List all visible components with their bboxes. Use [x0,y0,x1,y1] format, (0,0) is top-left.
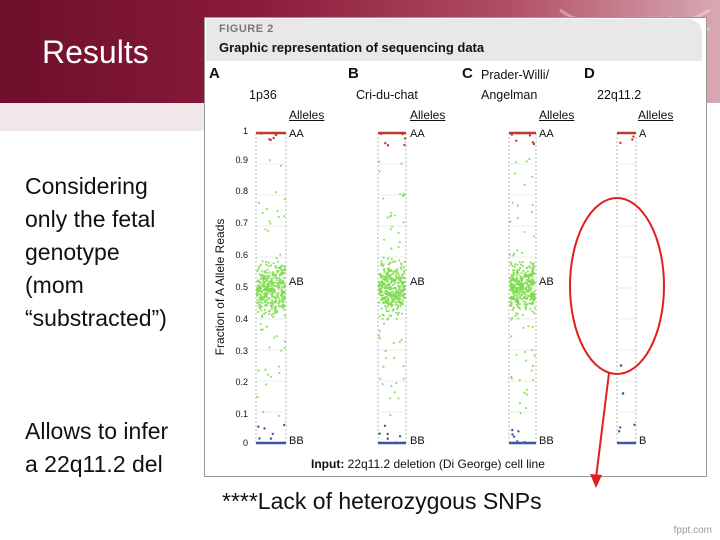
allele-label-b-d: B [639,435,647,447]
allele-label-aa-a: AA [289,128,304,140]
alleles-header-a: Alleles [289,108,325,122]
caption: ****Lack of heterozygous SNPs [222,488,542,514]
left-text-line: only the fetal [25,206,156,232]
allele-label-aa-c: AA [539,128,554,140]
left-text-block-2: Allows to infer a 22q11.2 del [25,415,168,481]
panel-name-a: 1p36 [249,88,277,102]
slide-title: Results [42,34,149,70]
y-tick-label: 0.8 [235,186,248,196]
allele-label-ab-c: AB [539,276,554,288]
y-tick-label: 0.9 [235,155,248,165]
panel-letter-d: D [584,65,595,82]
panel-letter-b: B [348,65,359,82]
allele-label-bb-a: BB [289,435,304,447]
panel-letter-a: A [209,65,220,82]
panel-letter-c: C [462,65,473,82]
figure-label: FIGURE 2 [219,23,274,35]
y-tick-label: 0.4 [235,314,248,324]
left-text-block: Considering only the fetal genotype (mom… [25,170,167,335]
allele-label-a-d: A [639,128,647,140]
y-tick-label: 1 [242,126,248,136]
left-text-line: “substracted”) [25,305,167,331]
alleles-header-d: Alleles [638,108,674,122]
allele-label-ab-a: AB [289,276,304,288]
watermark: fppt.com [673,525,712,536]
alleles-header-c: Alleles [539,108,575,122]
y-tick-label: 0.7 [235,218,248,228]
y-tick-label: 0.5 [235,282,248,292]
allele-label-ab-b: AB [410,276,425,288]
sub-band [0,103,205,131]
left-text-line: (mom [25,272,84,298]
y-axis-label: Fraction of A Allele Reads [213,218,227,356]
input-prefix: Input: [311,457,345,471]
figure-header [206,19,702,61]
input-text: 22q11.2 deletion (Di George) cell line [344,457,545,471]
input-line: Input: 22q11.2 deletion (Di George) cell… [311,457,545,471]
panel-name-d: 22q11.2 [597,88,642,102]
y-tick-label: 0.3 [235,346,248,356]
allele-label-bb-b: BB [410,435,425,447]
y-tick-label: 0 [242,438,248,448]
allele-label-bb-c: BB [539,435,554,447]
panel-name-c: Prader-Willi/ [481,68,550,82]
left-text-line: Considering [25,173,148,199]
y-tick-label: 0.6 [235,250,248,260]
panel-name-b: Cri-du-chat [356,88,418,102]
panel-name-c-2: Angelman [481,88,538,102]
figure-title: Graphic representation of sequencing dat… [219,40,485,55]
y-tick-label: 0.2 [235,377,248,387]
left-text-line: a 22q11.2 del [25,451,163,477]
figure-frame [204,17,707,477]
y-tick-label: 0.1 [235,409,248,419]
allele-label-aa-b: AA [410,128,425,140]
left-text-line: Allows to infer [25,418,169,444]
alleles-header-b: Alleles [410,108,446,122]
left-text-line: genotype [25,239,120,265]
